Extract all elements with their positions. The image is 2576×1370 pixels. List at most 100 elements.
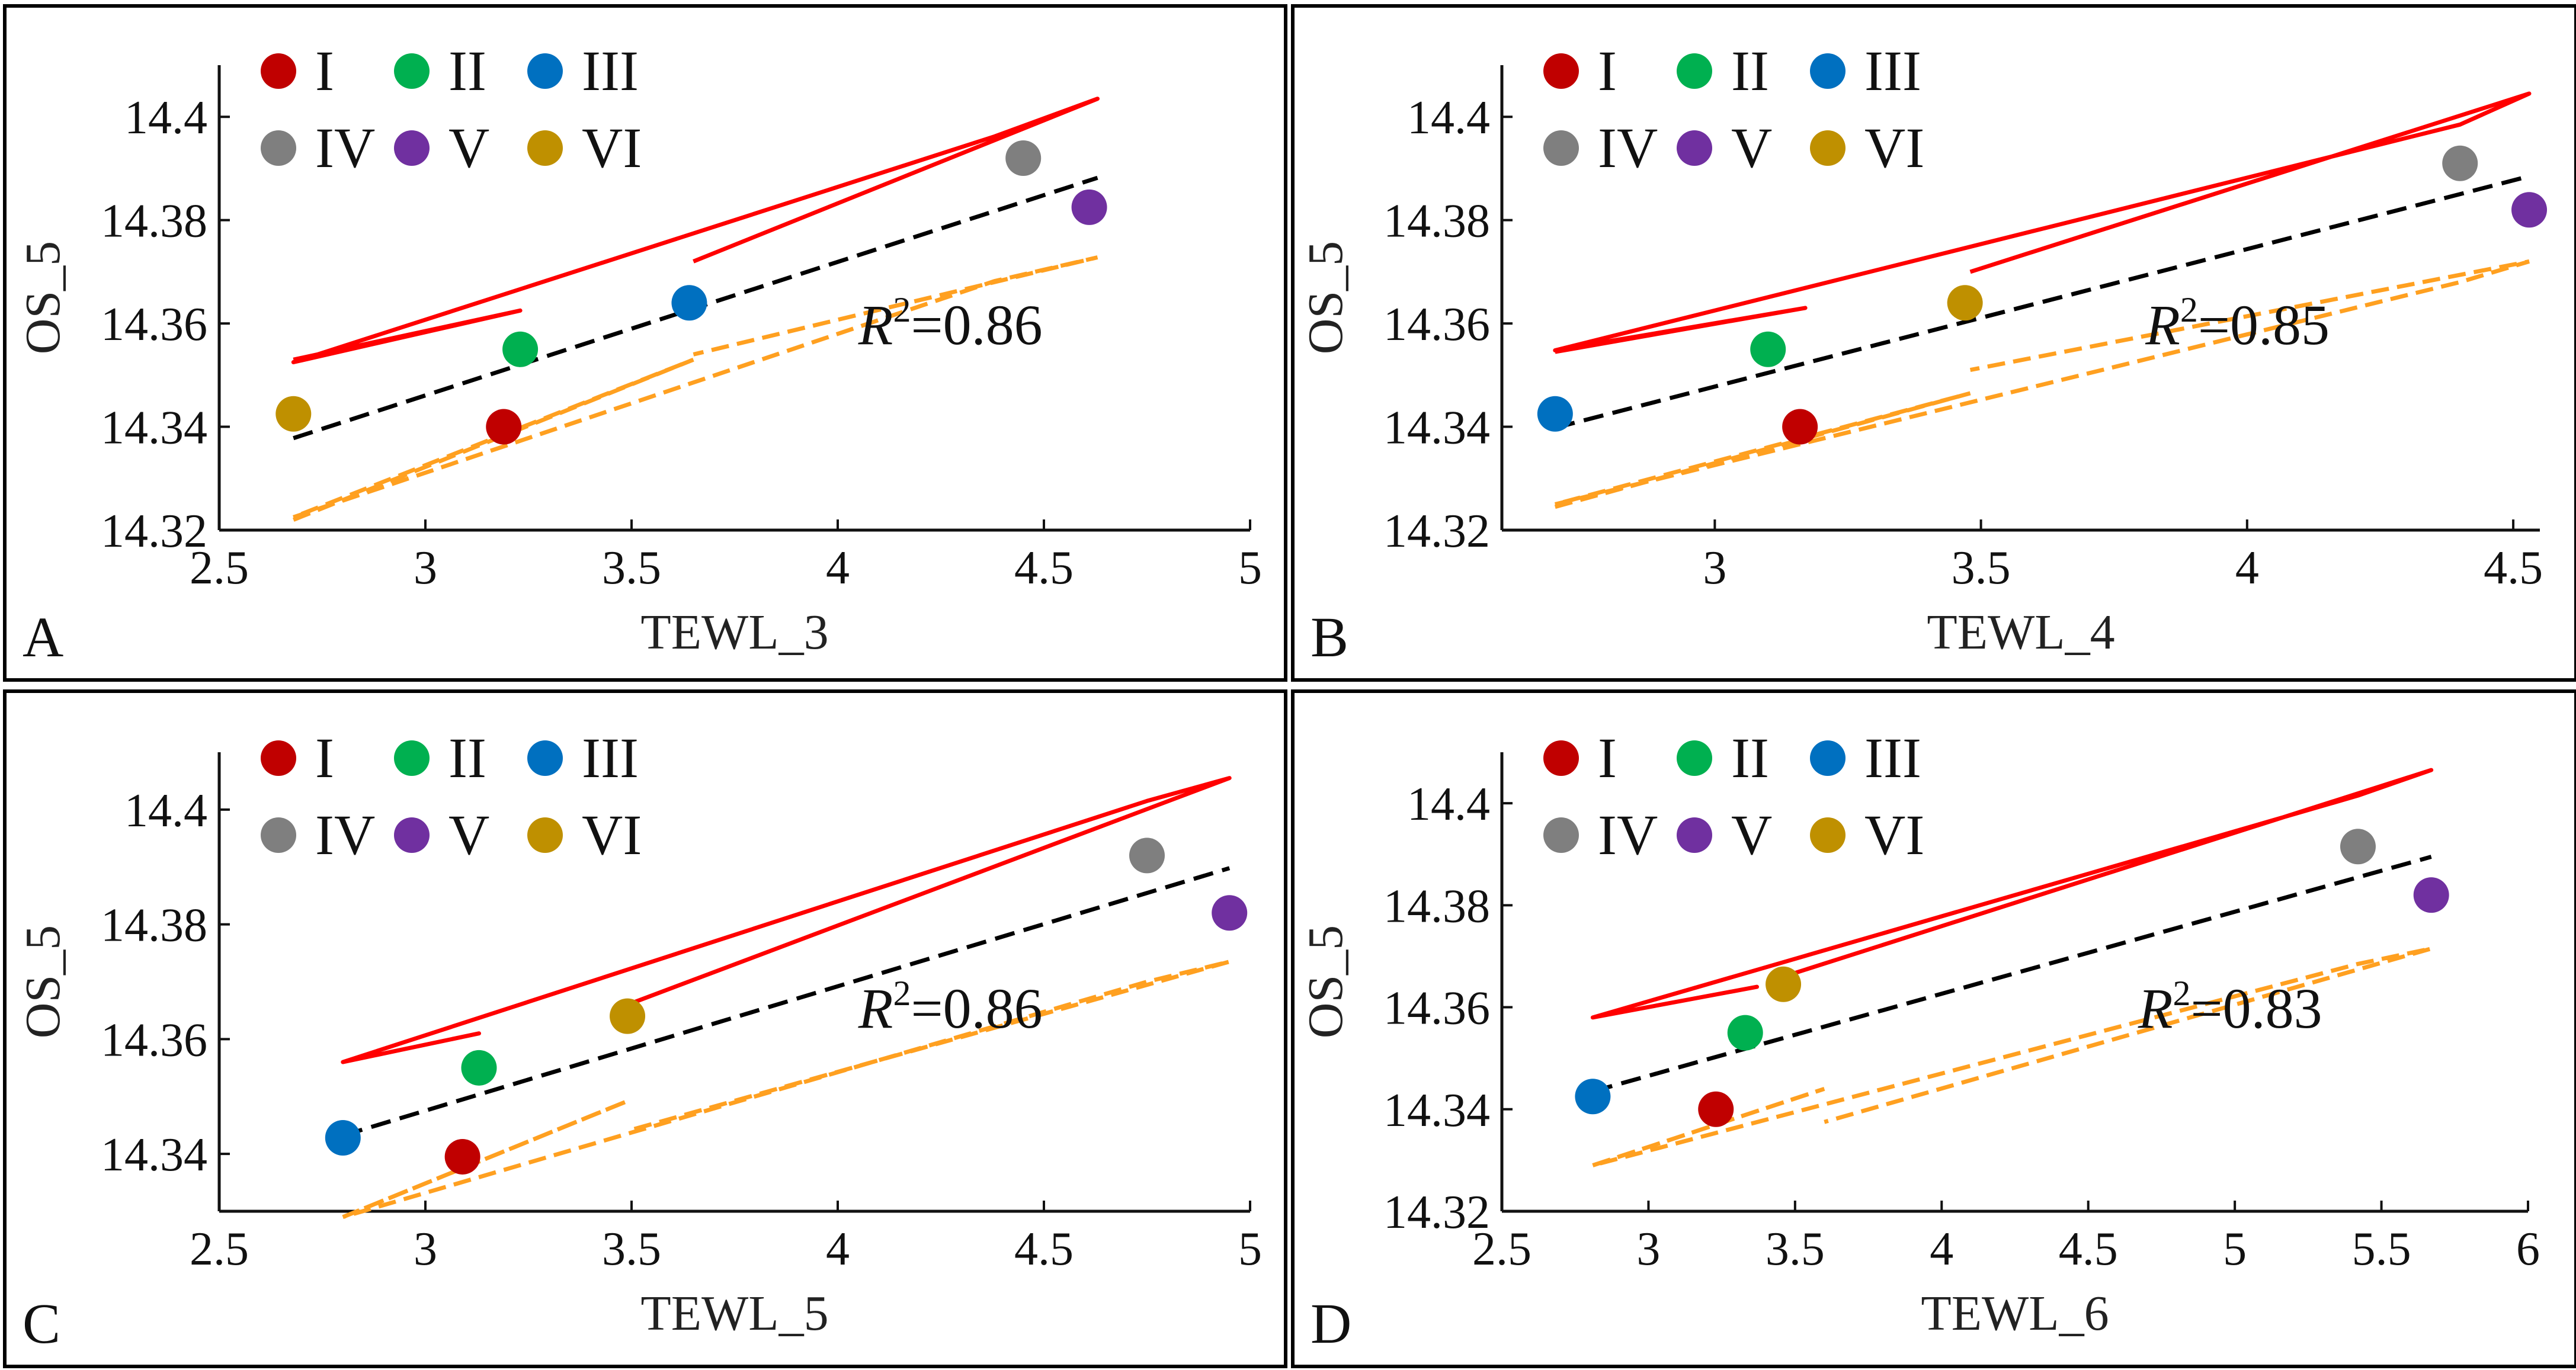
legend-label-iv: IV bbox=[315, 116, 375, 179]
data-point-iv bbox=[2442, 145, 2478, 181]
x-tick-label: 3 bbox=[1636, 1223, 1660, 1275]
legend-label-iii: III bbox=[582, 726, 639, 790]
regression-fit-line bbox=[1592, 855, 2432, 1094]
data-point-iii bbox=[325, 1120, 361, 1156]
legend-label-ii: II bbox=[1731, 39, 1769, 102]
data-point-iii bbox=[1575, 1079, 1611, 1115]
y-tick-label: 14.38 bbox=[1383, 880, 1490, 932]
x-tick-label: 3.5 bbox=[1766, 1223, 1825, 1275]
x-tick-label: 5.5 bbox=[2352, 1223, 2411, 1275]
legend-marker-iv bbox=[261, 817, 296, 853]
legend-marker-iv bbox=[1543, 130, 1579, 166]
r-symbol: R bbox=[2145, 293, 2180, 357]
data-point-iv bbox=[1005, 140, 1042, 176]
data-point-ii bbox=[1750, 331, 1786, 367]
legend-marker-vi bbox=[1810, 817, 1846, 853]
legend-label-v: V bbox=[448, 803, 489, 867]
panel-frame bbox=[3, 4, 1287, 682]
legend-label-v: V bbox=[448, 116, 489, 179]
data-point-i bbox=[444, 1138, 480, 1175]
data-point-i bbox=[486, 409, 522, 445]
legend-label-vi: VI bbox=[1864, 116, 1924, 179]
legend-label-iii: III bbox=[582, 39, 639, 102]
panel-letter: B bbox=[1311, 605, 1348, 669]
x-tick-label: 3.5 bbox=[602, 1223, 661, 1275]
legend-marker-vi bbox=[527, 130, 563, 166]
upper-confidence-band bbox=[1590, 768, 2434, 1020]
r-symbol: R bbox=[2138, 977, 2173, 1040]
data-point-iii bbox=[671, 285, 707, 321]
upper-confidence-band bbox=[291, 97, 1100, 364]
legend-marker-v bbox=[394, 817, 430, 853]
legend-label-v: V bbox=[1731, 116, 1772, 179]
data-point-v bbox=[2511, 192, 2548, 228]
regression-fit-line bbox=[1554, 174, 2530, 430]
r-squared-annotation: R2=0.86 bbox=[858, 290, 1043, 357]
y-tick-label: 14.34 bbox=[101, 402, 207, 454]
r-squared-value: =0.83 bbox=[2190, 977, 2322, 1040]
x-tick-label: 4.5 bbox=[1014, 1223, 1074, 1275]
x-tick-label: 3.5 bbox=[1952, 542, 2011, 594]
x-tick-label: 2.5 bbox=[1472, 1223, 1531, 1275]
x-tick-label: 3 bbox=[414, 1223, 437, 1275]
data-point-vi bbox=[275, 396, 312, 432]
legend-marker-ii bbox=[1677, 740, 1712, 776]
r-squared-annotation: R2=0.86 bbox=[858, 974, 1043, 1040]
legend-label-v: V bbox=[1731, 803, 1772, 867]
x-tick-label: 4 bbox=[1930, 1223, 1953, 1275]
data-point-iii bbox=[1537, 396, 1573, 432]
data-point-ii bbox=[1727, 1015, 1763, 1051]
legend-marker-v bbox=[1677, 817, 1712, 853]
r-squared-value: =0.86 bbox=[911, 977, 1042, 1040]
legend-marker-iii bbox=[1810, 740, 1846, 776]
panel-frame bbox=[1291, 689, 2576, 1368]
panel-c: 2.5 3 3.5 4 4.5 5 14.34 14.36 14.38 14.4 TEWL_5 OS_… bbox=[3, 689, 1287, 1368]
x-tick-label: 3 bbox=[1703, 542, 1726, 594]
legend-marker-iii bbox=[527, 53, 563, 89]
legend-marker-i bbox=[261, 740, 296, 776]
upper-confidence-band bbox=[341, 776, 1232, 1064]
x-tick-label: 6 bbox=[2516, 1223, 2540, 1275]
panel-a: 2.5 3 3.5 4 4.5 5 14.32 14.34 14.36 14.38 14.4 TEWL… bbox=[3, 4, 1287, 682]
x-axis-title: TEWL_4 bbox=[1927, 605, 2114, 660]
legend-marker-i bbox=[1543, 740, 1579, 776]
y-tick-label: 14.36 bbox=[1383, 299, 1490, 351]
legend-marker-v bbox=[1677, 130, 1712, 166]
y-tick-label: 14.4 bbox=[1407, 92, 1490, 144]
y-tick-label: 14.36 bbox=[101, 1014, 207, 1066]
panel-b: 3 3.5 4 4.5 14.32 14.34 14.36 14.38 14.4 TEWL_4 OS… bbox=[1291, 4, 2576, 682]
legend-label-i: I bbox=[315, 726, 334, 790]
panel-frame bbox=[1291, 4, 2576, 682]
lower-confidence-band bbox=[1554, 259, 2530, 509]
x-tick-label: 3 bbox=[414, 542, 437, 594]
x-axis-title: TEWL_5 bbox=[640, 1286, 828, 1341]
y-axis-title: OS_5 bbox=[1298, 241, 1353, 354]
x-tick-label: 2.5 bbox=[190, 542, 249, 594]
y-axis-title: OS_5 bbox=[1298, 925, 1353, 1038]
r-superscript: 2 bbox=[893, 290, 911, 329]
data-point-v bbox=[1212, 895, 1248, 931]
legend-label-ii: II bbox=[448, 39, 486, 102]
x-tick-label: 4 bbox=[2235, 542, 2259, 594]
r-squared-value: =0.86 bbox=[911, 293, 1042, 357]
r-symbol: R bbox=[858, 977, 893, 1040]
x-tick-label: 5 bbox=[1238, 1223, 1262, 1275]
r-superscript: 2 bbox=[893, 974, 911, 1013]
legend-label-ii: II bbox=[448, 726, 486, 790]
legend-label-i: I bbox=[1598, 726, 1617, 790]
r-squared-annotation: R2=0.85 bbox=[2145, 290, 2330, 357]
panel-d: 2.5 3 3.5 4 4.5 5 5.5 6 14.32 14.34 14.36 14.38 14.4… bbox=[1291, 689, 2576, 1368]
legend-label-vi: VI bbox=[1864, 803, 1924, 867]
x-tick-label: 4.5 bbox=[2059, 1223, 2118, 1275]
r-symbol: R bbox=[858, 293, 893, 357]
y-tick-label: 14.36 bbox=[101, 299, 207, 351]
legend-marker-i bbox=[261, 53, 296, 89]
legend-label-iv: IV bbox=[1598, 116, 1658, 179]
y-tick-label: 14.34 bbox=[1383, 1085, 1490, 1137]
legend-label-iii: III bbox=[1864, 726, 1921, 790]
y-tick-label: 14.38 bbox=[101, 195, 207, 248]
